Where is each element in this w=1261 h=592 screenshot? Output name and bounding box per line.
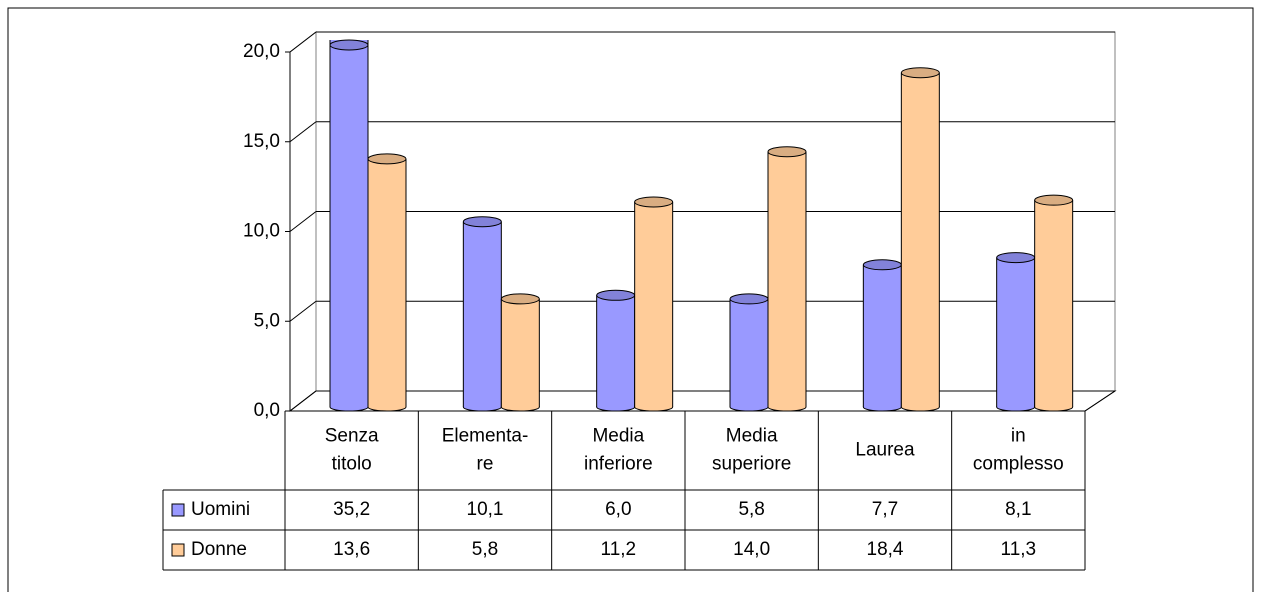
bar-cap bbox=[767, 146, 807, 158]
category-label: superiore bbox=[712, 454, 791, 475]
bar-cap bbox=[900, 67, 940, 79]
bar-cap bbox=[500, 293, 540, 305]
bar-body bbox=[463, 221, 502, 407]
table-value: 6,0 bbox=[605, 499, 631, 520]
bar-body bbox=[996, 257, 1035, 407]
category-label: re bbox=[477, 454, 494, 475]
category-label: titolo bbox=[332, 454, 372, 475]
bar-cap bbox=[862, 259, 902, 271]
grid-line bbox=[289, 31, 317, 53]
bar-cap bbox=[596, 289, 636, 301]
grid-line bbox=[289, 300, 317, 322]
category-label: Laurea bbox=[855, 440, 915, 461]
category-label: Senza bbox=[325, 426, 379, 447]
grid-line bbox=[289, 121, 317, 143]
y-tick-label: 15,0 bbox=[243, 131, 280, 152]
legend-swatch bbox=[171, 503, 185, 517]
table-value: 14,0 bbox=[733, 539, 770, 560]
table-line bbox=[1084, 390, 1116, 412]
bar bbox=[462, 221, 502, 412]
category-label: in bbox=[1011, 426, 1026, 447]
bar bbox=[729, 298, 769, 412]
grid-line bbox=[289, 390, 317, 412]
legend-label: Donne bbox=[191, 539, 247, 560]
bar-cap bbox=[634, 196, 674, 208]
bar-body bbox=[863, 264, 902, 407]
category-label: inferiore bbox=[584, 454, 653, 475]
bar-cap bbox=[729, 293, 769, 305]
bar-body bbox=[368, 158, 406, 407]
bar bbox=[767, 151, 807, 412]
bar-cap bbox=[367, 153, 407, 165]
bar bbox=[1034, 200, 1074, 412]
table-value: 5,8 bbox=[472, 539, 498, 560]
table-value: 13,6 bbox=[333, 539, 370, 560]
bar-body bbox=[768, 151, 806, 407]
bar bbox=[862, 264, 902, 412]
table-value: 11,3 bbox=[1001, 539, 1037, 560]
bar-body bbox=[901, 72, 940, 407]
y-tick-label: 10,0 bbox=[243, 221, 280, 242]
bar-cap bbox=[1034, 194, 1074, 206]
bar bbox=[634, 201, 674, 412]
category-label: Media bbox=[592, 426, 644, 447]
bar-body bbox=[501, 298, 540, 407]
bar bbox=[900, 72, 940, 412]
legend-swatch bbox=[171, 543, 185, 557]
category-label: complesso bbox=[973, 454, 1064, 475]
table-value: 7,7 bbox=[872, 499, 898, 520]
y-tick-label: 20,0 bbox=[243, 41, 280, 62]
category-label: Elementa- bbox=[442, 426, 529, 447]
legend-label: Uomini bbox=[191, 499, 250, 520]
table-value: 18,4 bbox=[867, 539, 904, 560]
bar-cap bbox=[996, 252, 1036, 264]
bar-body bbox=[634, 201, 673, 407]
chart-frame bbox=[7, 7, 1254, 592]
bar bbox=[367, 158, 407, 412]
table-value: 10,1 bbox=[467, 499, 504, 520]
bar-body bbox=[730, 298, 768, 407]
table-value: 11,2 bbox=[601, 539, 637, 560]
bar bbox=[996, 257, 1036, 412]
table-value: 8,1 bbox=[1005, 499, 1031, 520]
bar-cap bbox=[329, 39, 369, 51]
table-value: 5,8 bbox=[738, 499, 764, 520]
y-tick-label: 5,0 bbox=[254, 310, 280, 331]
bar bbox=[596, 295, 636, 412]
table-value: 35,2 bbox=[333, 499, 370, 520]
bar-body bbox=[596, 295, 635, 407]
grid-line bbox=[289, 211, 317, 232]
y-tick-label: 0,0 bbox=[254, 400, 280, 421]
bar-body bbox=[330, 40, 368, 408]
bar bbox=[500, 298, 540, 412]
bar-cap bbox=[462, 216, 502, 228]
floor bbox=[288, 390, 1117, 412]
category-label: Media bbox=[726, 426, 778, 447]
bar-body bbox=[1034, 200, 1073, 407]
bar bbox=[329, 40, 369, 412]
